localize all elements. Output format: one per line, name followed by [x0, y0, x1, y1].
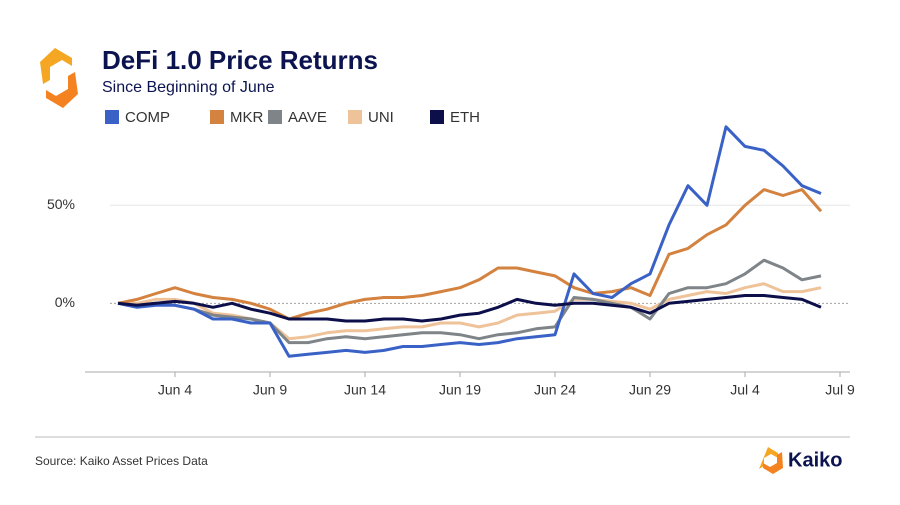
y-tick-label: 0%	[55, 294, 75, 310]
legend-swatch	[430, 110, 444, 124]
x-tick-label: Jun 24	[534, 382, 576, 398]
series-line	[117, 258, 822, 345]
x-tick-label: Jun 4	[158, 382, 192, 398]
series-line	[117, 188, 823, 321]
y-tick-label: 50%	[47, 196, 75, 212]
legend-swatch	[210, 110, 224, 124]
legend-label: UNI	[368, 109, 394, 126]
x-tick-label: Jun 19	[439, 382, 481, 398]
brand-logo	[759, 447, 783, 474]
legend-swatch	[105, 110, 119, 124]
legend-label: MKR	[230, 109, 264, 126]
legend-swatch	[268, 110, 282, 124]
chart-title: DeFi 1.0 Price Returns	[102, 45, 378, 75]
brand-name: Kaiko	[788, 449, 842, 471]
x-tick-label: Jul 9	[825, 382, 855, 398]
series-line	[118, 282, 822, 341]
logo	[40, 48, 78, 108]
legend-label: COMP	[125, 109, 170, 126]
chart-subtitle: Since Beginning of June	[102, 79, 275, 96]
x-tick-label: Jun 14	[344, 382, 386, 398]
x-tick-label: Jul 4	[730, 382, 760, 398]
source-note: Source: Kaiko Asset Prices Data	[35, 454, 208, 468]
legend-label: ETH	[450, 109, 480, 126]
x-tick-label: Jun 29	[629, 382, 671, 398]
series-line	[117, 125, 822, 358]
series-line	[117, 294, 822, 323]
legend-swatch	[348, 110, 362, 124]
x-tick-label: Jun 9	[253, 382, 287, 398]
legend-label: AAVE	[288, 109, 327, 126]
